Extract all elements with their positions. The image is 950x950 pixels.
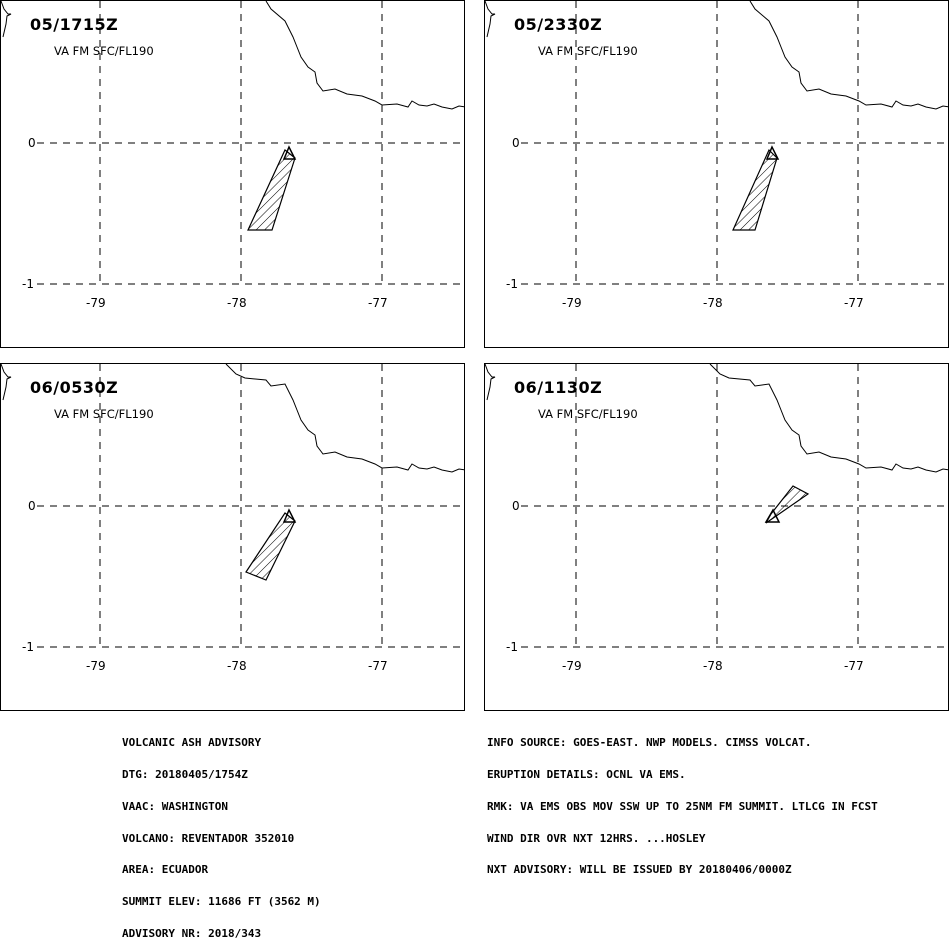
lon-label: -77: [844, 659, 864, 673]
lat-label: -1: [506, 277, 518, 291]
panel-time: 05/1715Z: [30, 15, 119, 34]
advisory-remarks-block: INFO SOURCE: GOES-EAST. NWP MODELS. CIMS…: [487, 717, 878, 887]
panel-level: VA FM SFC/FL190: [538, 407, 638, 421]
lon-label: -79: [86, 296, 106, 310]
lon-label: -79: [562, 296, 582, 310]
advisory-header-block: VOLCANIC ASH ADVISORY DTG: 20180405/1754…: [122, 717, 321, 950]
lon-label: -78: [703, 296, 723, 310]
map-canvas: [485, 1, 948, 287]
triangle-icon: [765, 145, 780, 160]
forecast-panel: 05/1715Z VA FM SFC/FL190 0 -1 -79 -78 -7…: [0, 0, 465, 348]
advisory-line: DTG: 20180405/1754Z: [122, 767, 248, 781]
panel-level: VA FM SFC/FL190: [538, 44, 638, 58]
ash-polygon: [245, 512, 296, 581]
lat-label: -1: [22, 277, 34, 291]
lon-label: -79: [86, 659, 106, 673]
advisory-line: NXT ADVISORY: WILL BE ISSUED BY 20180406…: [487, 863, 792, 877]
advisory-line: VOLCANIC ASH ADVISORY: [122, 736, 262, 750]
coastline: [1, 364, 12, 401]
advisory-line: SUMMIT ELEV: 11686 FT (3562 M): [122, 895, 321, 909]
advisory-line: WIND DIR OVR NXT 12HRS. ...HOSLEY: [487, 831, 706, 845]
border-line: [265, 1, 464, 110]
triangle-icon: [282, 145, 297, 160]
border-line: [749, 1, 948, 110]
advisory-line: ERUPTION DETAILS: OCNL VA EMS.: [487, 767, 686, 781]
coastline: [485, 364, 496, 401]
border-line: [225, 364, 464, 473]
map-canvas: [485, 364, 948, 650]
forecast-panel: 06/1130Z VA FM SFC/FL190 0 -1 -79 -78 -7…: [484, 363, 949, 711]
panel-time: 05/2330Z: [514, 15, 603, 34]
lon-label: -79: [562, 659, 582, 673]
ash-polygon: [732, 148, 778, 231]
panel-level: VA FM SFC/FL190: [54, 407, 154, 421]
forecast-panel: 06/0530Z VA FM SFC/FL190 0 -1 -79 -78 -7…: [0, 363, 465, 711]
lat-label: 0: [28, 499, 36, 513]
border-line: [709, 364, 948, 473]
coastline: [1, 1, 12, 38]
lon-label: -77: [368, 659, 388, 673]
panel-time: 06/1130Z: [514, 378, 603, 397]
map-canvas: [1, 1, 464, 287]
panel-level: VA FM SFC/FL190: [54, 44, 154, 58]
coastline: [485, 1, 496, 38]
lat-label: -1: [22, 640, 34, 654]
lon-label: -78: [227, 296, 247, 310]
ash-polygon: [765, 485, 810, 524]
lon-label: -77: [368, 296, 388, 310]
panel-time: 06/0530Z: [30, 378, 119, 397]
ash-polygon: [247, 149, 296, 231]
lon-label: -77: [844, 296, 864, 310]
advisory-line: INFO SOURCE: GOES-EAST. NWP MODELS. CIMS…: [487, 736, 812, 750]
graticule: [37, 1, 464, 287]
lat-label: 0: [512, 136, 520, 150]
lat-label: 0: [28, 136, 36, 150]
graticule: [37, 364, 464, 650]
forecast-panel: 05/2330Z VA FM SFC/FL190 0 -1 -79 -78 -7…: [484, 0, 949, 348]
advisory-line: VOLCANO: REVENTADOR 352010: [122, 831, 295, 845]
advisory-line: RMK: VA EMS OBS MOV SSW UP TO 25NM FM SU…: [487, 799, 878, 813]
lon-label: -78: [703, 659, 723, 673]
triangle-icon: [764, 508, 781, 523]
graticule: [521, 1, 948, 287]
graticule: [521, 364, 948, 650]
triangle-icon: [282, 508, 297, 523]
advisory-line: AREA: ECUADOR: [122, 863, 209, 877]
advisory-line: ADVISORY NR: 2018/343: [122, 926, 262, 940]
lat-label: 0: [512, 499, 520, 513]
advisory-line: VAAC: WASHINGTON: [122, 799, 228, 813]
map-canvas: [1, 364, 464, 650]
lat-label: -1: [506, 640, 518, 654]
lon-label: -78: [227, 659, 247, 673]
